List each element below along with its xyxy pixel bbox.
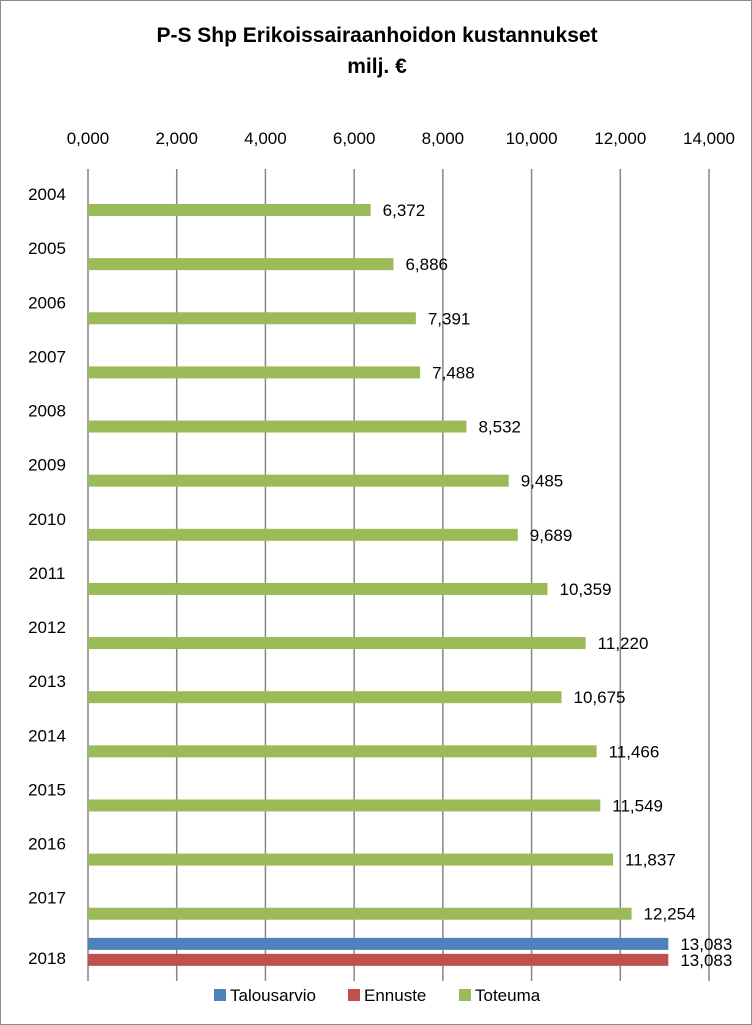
legend-label: Toteuma — [475, 986, 541, 1005]
chart-subtitle: milj. € — [347, 55, 407, 78]
bar-toteuma — [88, 312, 416, 325]
bar-toteuma — [88, 528, 518, 541]
category-label: 2008 — [28, 402, 66, 421]
legend-swatch — [214, 989, 226, 1001]
data-label: 7,391 — [428, 309, 471, 328]
data-label: 9,485 — [521, 472, 564, 491]
category-label: 2014 — [28, 726, 66, 745]
data-label: 11,837 — [625, 851, 676, 870]
legend-swatch — [348, 989, 360, 1001]
bar-toteuma — [88, 745, 597, 758]
data-label: 7,488 — [432, 363, 475, 382]
x-tick-label: 10,000 — [506, 129, 558, 148]
data-label: 13,083 — [680, 951, 732, 970]
bar-talousarvio — [88, 937, 669, 950]
x-tick-label: 2,000 — [155, 129, 198, 148]
data-label: 11,466 — [609, 742, 660, 761]
category-label: 2016 — [28, 835, 66, 854]
data-label: 13,083 — [680, 935, 732, 954]
bar-toteuma — [88, 204, 371, 216]
x-axis-ticks: 0,000 2,000 4,000 6,000 8,000 10,000 12,000 14,… — [67, 129, 735, 148]
data-labels: 6,372 6,886 7,391 7,488 8,532 9,485 9,689 10,35… — [383, 201, 733, 970]
x-tick-label: 4,000 — [244, 129, 287, 148]
bar-toteuma — [88, 691, 562, 704]
legend-label: Ennuste — [364, 986, 426, 1005]
data-label: 8,532 — [478, 418, 521, 437]
data-label: 10,675 — [574, 688, 626, 707]
category-labels: 2004 2005 2006 2007 2008 2009 2010 2011 2012 2013… — [28, 185, 66, 968]
bar-toteuma — [88, 799, 601, 812]
bar-ennuste — [88, 953, 669, 966]
category-label: 2013 — [28, 672, 66, 691]
bar-toteuma — [88, 582, 548, 595]
data-label: 10,359 — [559, 580, 611, 599]
category-label: 2011 — [29, 564, 66, 583]
category-label: 2018 — [28, 949, 66, 968]
data-label: 12,254 — [644, 905, 696, 924]
category-label: 2006 — [28, 293, 66, 312]
x-tick-label: 14,000 — [683, 129, 735, 148]
category-label: 2012 — [28, 618, 66, 637]
bar-toteuma — [88, 420, 467, 433]
x-tick-label: 6,000 — [333, 129, 376, 148]
data-label: 6,372 — [383, 201, 426, 220]
bar-toteuma — [88, 637, 586, 650]
x-tick-label: 8,000 — [422, 129, 465, 148]
category-label: 2005 — [28, 239, 66, 258]
data-label: 9,689 — [530, 526, 573, 545]
category-label: 2017 — [28, 889, 66, 908]
category-label: 2010 — [28, 510, 66, 529]
bars — [88, 204, 669, 966]
bar-toteuma — [88, 258, 394, 271]
category-label: 2004 — [28, 185, 66, 204]
bar-toteuma — [88, 853, 614, 866]
legend-swatch — [459, 989, 471, 1001]
data-label: 11,220 — [598, 634, 649, 653]
category-label: 2009 — [28, 456, 66, 475]
category-label: 2015 — [28, 780, 66, 799]
data-label: 11,549 — [612, 796, 663, 815]
data-label: 6,886 — [405, 255, 448, 274]
x-tick-label: 12,000 — [594, 129, 646, 148]
legend: Talousarvio Ennuste Toteuma — [214, 986, 541, 1005]
chart-title: P-S Shp Erikoissairaanhoidon kustannukse… — [156, 24, 597, 47]
bar-toteuma — [88, 474, 509, 487]
x-tick-label: 0,000 — [67, 129, 110, 148]
gridlines — [87, 169, 710, 981]
category-label: 2007 — [28, 347, 66, 366]
bar-toteuma — [88, 907, 632, 920]
bar-toteuma — [88, 366, 421, 379]
legend-label: Talousarvio — [230, 986, 316, 1005]
